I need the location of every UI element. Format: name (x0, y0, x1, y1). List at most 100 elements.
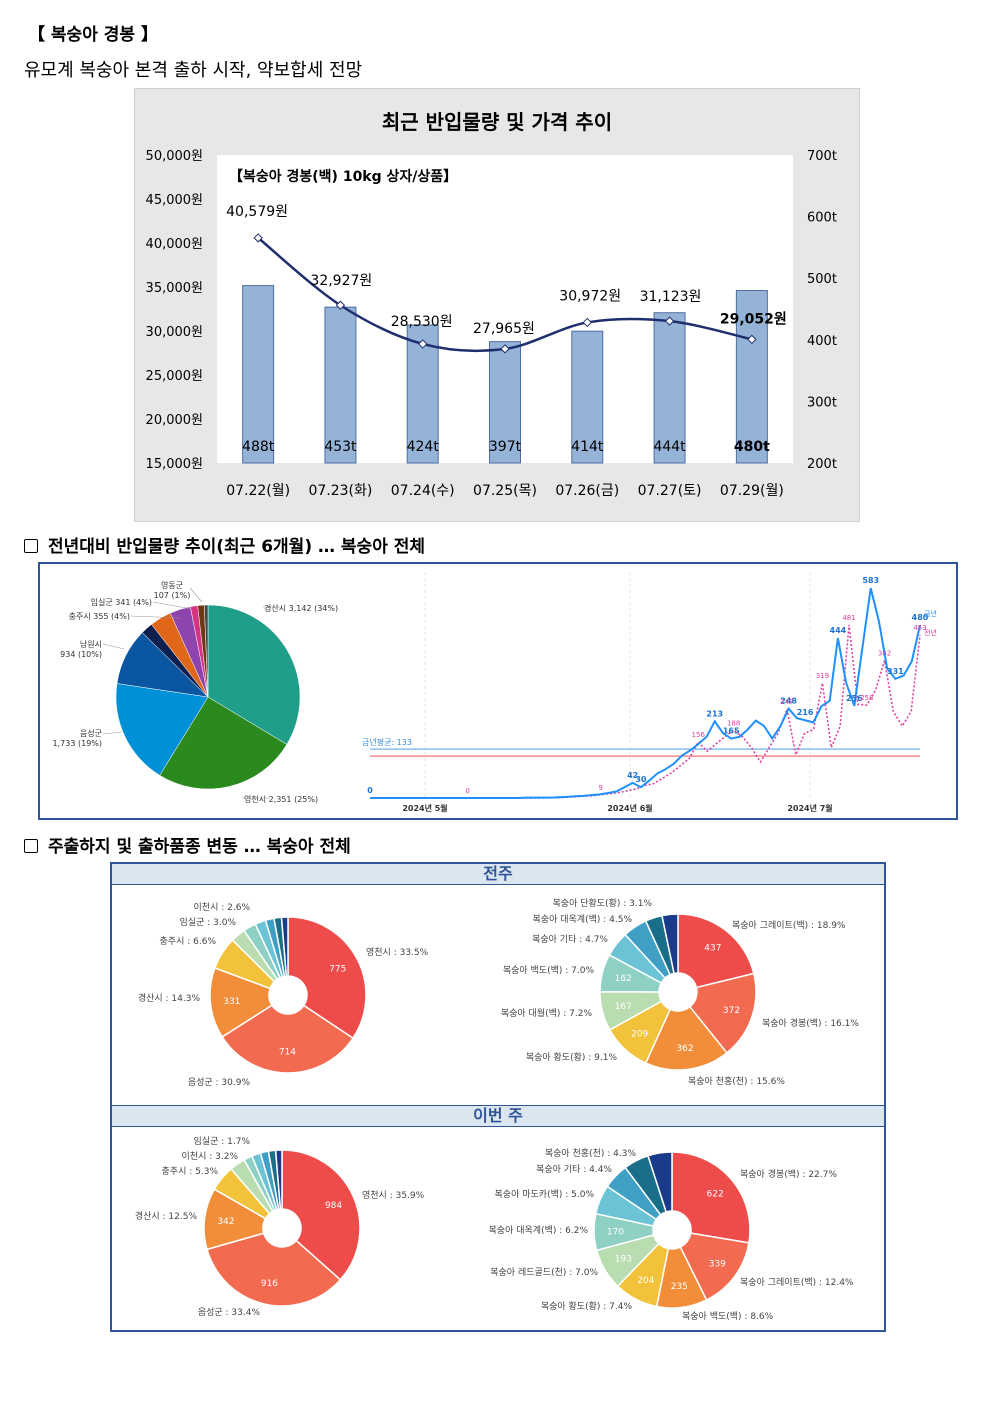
section-origin-variety-heading: 주출하지 및 출하품종 변동 … 복숭아 전체 (24, 832, 351, 857)
bar-value-label: 414t (571, 439, 604, 455)
this-year-point-label: 444 (830, 626, 847, 635)
y-left-tick-label: 45,000원 (146, 193, 203, 208)
volume-bar (735, 290, 768, 464)
this-variety-donut-slice (647, 1151, 673, 1213)
this-variety-donut-slice (679, 1232, 750, 1301)
origin-pie-label: 경산시 3,142 (34%) (264, 603, 338, 613)
origin-pie-label: 1,733 (19%) (53, 739, 102, 748)
this-origin-donut-label: 임실군 : 1.7% (194, 1135, 251, 1147)
origin-variety-svg: 775 714 331 영천시 : 33.5% 음성군 : 30.9% 경산시 : 14.… (135, 898, 860, 1322)
last-year-point-label: 9 (598, 784, 602, 792)
y-left-tick-label: 30,000원 (146, 325, 203, 340)
prev-variety-donut-value: 162 (615, 974, 632, 984)
prev-variety-donut-label: 복숭아 대월(백) : 7.2% (501, 1007, 593, 1019)
this-year-point-label: 42 (627, 771, 638, 780)
this-variety-donut-label: 복숭아 경봉(백) : 22.7% (740, 1168, 837, 1180)
x-tick-label: 2024년 5월 (402, 803, 447, 813)
prev-variety-donut-value: 167 (615, 1002, 632, 1012)
origin-pie-label: 934 (10%) (60, 650, 102, 659)
origin-variety-panel: 전주 이번 주 775 714 331 영천시 : 33.5% 음성군 : 30.9% 경… (110, 862, 886, 1332)
this-origin-donut-label: 경산시 : 12.5% (135, 1210, 198, 1222)
bar-value-label: 424t (407, 439, 440, 455)
y-right-tick-label: 300t (807, 395, 837, 410)
band-this-week: 이번 주 (112, 1105, 884, 1127)
origin-pie-leader (189, 587, 203, 603)
last-year-point-label: 258 (860, 694, 873, 702)
chart-title: 최근 반입물량 및 가격 추이 (382, 110, 612, 134)
this-year-point-label: 256 (846, 694, 863, 703)
origin-pie-label: 남원시 (80, 640, 102, 649)
prev-variety-donut-value: 209 (631, 1030, 648, 1040)
this-variety-donut-label: 복숭아 황도(황) : 7.4% (541, 1301, 633, 1312)
y-left-tick-label: 50,000원 (146, 149, 203, 164)
this-origin-donut-slice (274, 1149, 283, 1210)
this-variety-donut-label: 복숭아 마도카(백) : 5.0% (495, 1189, 595, 1200)
bar-value-label: 488t (242, 439, 275, 455)
section-origin-variety-title: 주출하지 및 출하품종 변동 … 복숭아 전체 (48, 837, 351, 857)
price-marker (253, 233, 263, 243)
origin-pie-label: 충주시 355 (4%) (69, 612, 130, 621)
volume-trend-panel: 경산시 3,142 (34%) 영천시 2,351 (25%) 음성군 1,733 (… (38, 562, 958, 820)
section-volume-trend-title: 전년대비 반입물량 추이(최근 6개월) … 복숭아 전체 (48, 537, 426, 557)
this-variety-donut-slice (671, 1151, 751, 1244)
y-right-tick-label: 200t (807, 457, 837, 472)
price-marker (664, 316, 675, 326)
price-value-label: 27,965원 (473, 321, 535, 337)
last-year-point-label: 453 (913, 624, 926, 632)
y-right-tick-label: 700t (807, 149, 837, 164)
y-right-tick-label: 500t (807, 272, 837, 287)
origin-pie-label: 영동군 (161, 580, 183, 590)
x-tick-label: 07.27(토) (638, 483, 702, 499)
prev-origin-donut-label: 이천시 : 2.6% (194, 902, 251, 913)
y-left-tick-label: 20,000원 (146, 413, 203, 428)
prev-variety-donut-label: 복숭아 그레이트(백) : 18.9% (732, 920, 846, 931)
this-origin-donut-slice (281, 1149, 361, 1281)
x-tick-label: 07.23(화) (308, 483, 372, 499)
this-origin-donut-label: 영천시 : 35.9% (362, 1190, 425, 1201)
chart-subtitle: 【복숭아 경봉(백) 10kg 상자/상품】 (229, 168, 457, 185)
bar-value-label: 397t (489, 439, 522, 455)
prev-variety-donut-slice (688, 972, 757, 1054)
origin-pie-leader (152, 601, 193, 610)
prev-variety-donut-label: 복숭아 대옥계(백) : 4.5% (533, 913, 633, 925)
prev-origin-donut-label: 영천시 : 33.5% (366, 947, 429, 958)
this-variety-donut-label: 복숭아 천홍(천) : 4.3% (545, 1147, 637, 1159)
prev-variety-donut-slice (677, 913, 755, 989)
prev-origin-donut-value: 714 (279, 1047, 296, 1057)
last-year-point-label: 0 (465, 787, 469, 795)
this-variety-donut-value: 339 (709, 1260, 726, 1270)
origin-pie-slice (207, 604, 301, 745)
price-value-label: 28,530원 (391, 314, 453, 330)
last-year-line (370, 624, 921, 799)
prev-origin-donut-slice (280, 916, 289, 977)
price-marker (747, 334, 757, 345)
prev-variety-donut-value: 437 (704, 944, 721, 954)
bar-value-label: 480t (734, 439, 770, 455)
checkbox-icon (24, 539, 38, 553)
last-year-point-label: 382 (878, 649, 891, 657)
this-origin-donut-value: 342 (217, 1217, 234, 1227)
prev-variety-donut-label: 복숭아 천홍(천) : 15.6% (688, 1075, 785, 1087)
origin-pie-leader (102, 731, 123, 735)
origin-pie-label: 107 (1%) (154, 591, 191, 600)
this-variety-donut-label: 복숭아 기타 : 4.4% (536, 1164, 612, 1175)
prev-variety-donut-slice (661, 913, 679, 975)
x-tick-label: 07.25(목) (473, 483, 537, 499)
last-year-point-label: 188 (727, 719, 740, 727)
this-origin-donut-label: 충주시 : 5.3% (162, 1166, 219, 1177)
this-year-point-label: 213 (706, 709, 723, 718)
this-variety-donut-label: 복숭아 백도(백) : 8.6% (682, 1311, 774, 1322)
this-variety-donut-value: 170 (607, 1227, 624, 1237)
x-tick-label: 07.24(수) (391, 483, 455, 499)
x-tick-label: 2024년 6월 (607, 803, 652, 813)
this-variety-donut-value: 193 (615, 1255, 632, 1265)
x-tick-label: 07.29(월) (720, 483, 784, 499)
checkbox-icon (24, 839, 38, 853)
page-subtitle: 유모계 복숭아 본격 출하 시작, 약보합세 전망 (24, 60, 363, 81)
this-variety-donut-label: 복숭아 레드골드(천) : 7.0% (490, 1267, 598, 1278)
last-year-point-label: 247 (780, 698, 793, 706)
this-origin-donut-value: 984 (325, 1201, 342, 1211)
legend-this-year: 금년 (924, 609, 937, 618)
last-year-point-label: 319 (816, 672, 829, 680)
